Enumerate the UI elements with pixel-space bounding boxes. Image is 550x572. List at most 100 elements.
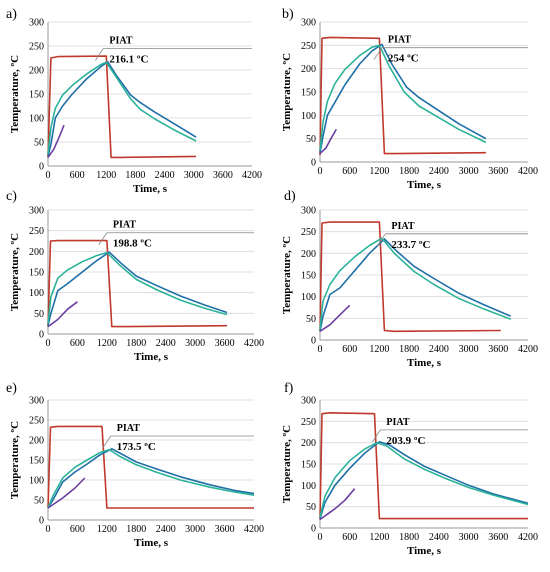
- piat-value: 233.7 ºC: [391, 239, 430, 251]
- y-tick-label: 100: [301, 481, 316, 492]
- series-line-s3: [47, 301, 78, 328]
- x-tick-label: 600: [342, 344, 357, 355]
- piat-label: PIAT: [109, 35, 132, 46]
- x-tick-label: 4200: [518, 532, 538, 543]
- series-line-s2: [47, 61, 197, 155]
- x-tick-label: 3000: [185, 338, 205, 349]
- y-tick-label: 50: [306, 134, 316, 145]
- piat-value: 254 ºC: [388, 53, 419, 65]
- y-tick-label: 300: [29, 206, 44, 217]
- x-tick-label: 0: [46, 524, 51, 535]
- y-axis-title: Temperature, ºC: [9, 55, 21, 133]
- panel-label: d): [284, 189, 296, 204]
- y-tick-label: 200: [301, 438, 316, 449]
- y-tick-label: 0: [311, 524, 316, 535]
- series-line-heater: [319, 221, 501, 333]
- panel-label: e): [6, 381, 17, 396]
- x-tick-label: 1800: [399, 532, 419, 543]
- x-tick-label: 3000: [459, 166, 479, 177]
- series-line-heater: [47, 55, 197, 159]
- x-tick-label: 1800: [399, 344, 419, 355]
- x-axis-title: Time, s: [407, 357, 442, 369]
- y-tick-label: 200: [29, 66, 44, 77]
- y-tick-label: 250: [301, 41, 316, 52]
- y-tick-label: 200: [301, 64, 316, 75]
- y-tick-label: 50: [306, 314, 316, 325]
- x-tick-label: 1200: [97, 524, 117, 535]
- x-tick-label: 1800: [126, 524, 146, 535]
- y-tick-label: 150: [301, 271, 316, 282]
- series-line-s3: [319, 128, 337, 155]
- x-tick-label: 3600: [215, 524, 235, 535]
- y-tick-label: 150: [29, 268, 44, 279]
- x-tick-label: 1200: [97, 338, 117, 349]
- x-tick-label: 4200: [242, 170, 262, 181]
- y-axis-title: Temperature, ºC: [281, 236, 293, 314]
- x-tick-label: 4200: [244, 524, 264, 535]
- panel-label: a): [6, 7, 17, 22]
- y-axis-title: Temperature, ºC: [9, 421, 21, 499]
- x-tick-label: 600: [342, 532, 357, 543]
- x-tick-label: 2400: [429, 532, 449, 543]
- x-tick-label: 3600: [215, 338, 235, 349]
- piat-leader-diagonal: [95, 48, 104, 61]
- piat-leader-diagonal: [377, 233, 386, 247]
- x-tick-label: 0: [46, 170, 51, 181]
- x-tick-label: 3600: [488, 532, 508, 543]
- x-tick-label: 3000: [184, 170, 204, 181]
- x-tick-label: 3000: [459, 344, 479, 355]
- series-line-s1: [47, 251, 228, 326]
- series-line-s1: [319, 238, 512, 332]
- x-tick-label: 0: [318, 532, 323, 543]
- x-axis-title: Time, s: [133, 183, 168, 195]
- series-line-s1: [47, 60, 197, 157]
- y-tick-label: 50: [306, 502, 316, 513]
- y-tick-label: 250: [29, 416, 44, 427]
- x-tick-label: 2400: [429, 344, 449, 355]
- y-tick-label: 100: [29, 288, 44, 299]
- y-tick-label: 0: [39, 330, 44, 341]
- piat-value: 216.1 ºC: [109, 53, 148, 65]
- series-line-heater: [47, 425, 254, 509]
- piat-leader-diagonal: [98, 232, 108, 245]
- y-tick-label: 50: [34, 309, 44, 320]
- panel-label: c): [6, 189, 17, 204]
- series-line-s2: [319, 44, 487, 151]
- y-tick-label: 0: [39, 516, 44, 527]
- y-tick-label: 300: [301, 206, 316, 217]
- x-axis-title: Time, s: [407, 179, 442, 191]
- series-line-s3: [47, 477, 86, 509]
- piat-label: PIAT: [391, 221, 414, 232]
- y-tick-label: 250: [29, 226, 44, 237]
- x-tick-label: 1200: [96, 170, 116, 181]
- series-line-s3: [47, 124, 65, 158]
- y-tick-label: 300: [301, 396, 316, 407]
- y-tick-label: 0: [39, 162, 44, 173]
- x-tick-label: 1800: [399, 166, 419, 177]
- y-tick-label: 0: [311, 158, 316, 169]
- series-line-s1: [319, 440, 529, 519]
- y-tick-label: 0: [311, 336, 316, 347]
- y-tick-label: 200: [29, 247, 44, 258]
- x-tick-label: 2400: [156, 524, 176, 535]
- piat-leader-diagonal: [372, 429, 381, 443]
- series-line-s2: [319, 441, 529, 518]
- y-tick-label: 150: [29, 456, 44, 467]
- x-tick-label: 1200: [369, 532, 389, 543]
- y-axis-title: Temperature, ºC: [281, 53, 293, 131]
- x-tick-label: 1800: [126, 338, 146, 349]
- x-axis-title: Time, s: [407, 545, 442, 557]
- y-tick-label: 50: [34, 496, 44, 507]
- y-tick-label: 200: [301, 249, 316, 260]
- series-line-s2: [47, 448, 255, 509]
- panel-label: f): [284, 381, 294, 396]
- x-tick-label: 3600: [488, 166, 508, 177]
- series-line-s2: [47, 251, 228, 324]
- series-line-heater: [319, 36, 486, 156]
- y-tick-label: 250: [29, 42, 44, 53]
- x-tick-label: 4200: [244, 338, 264, 349]
- piat-leader-diagonal: [373, 47, 383, 60]
- piat-label: PIAT: [386, 417, 409, 428]
- x-axis-title: Time, s: [134, 351, 169, 363]
